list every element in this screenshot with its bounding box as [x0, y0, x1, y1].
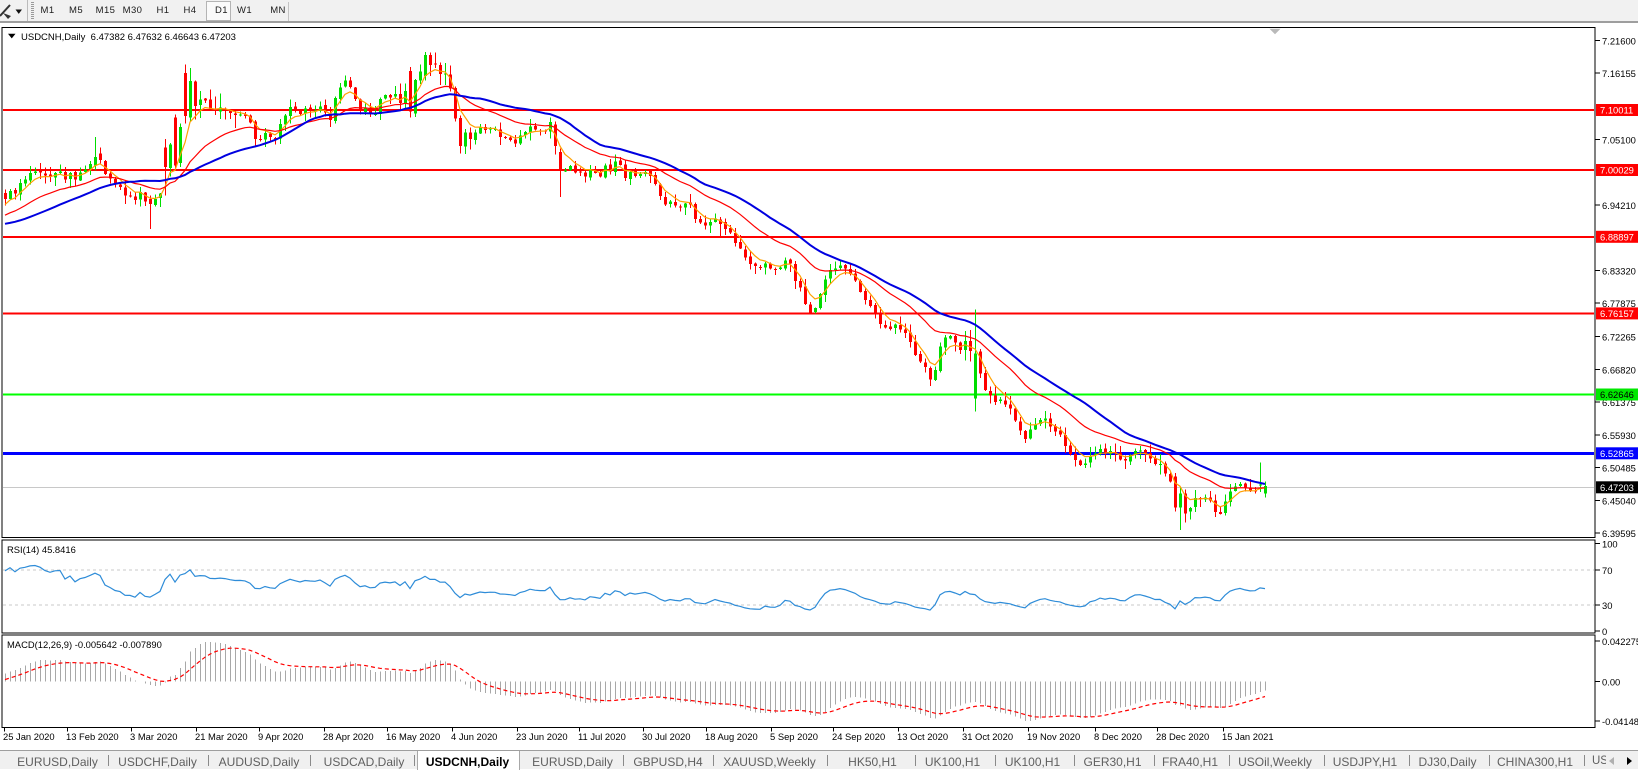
svg-text:6.55930: 6.55930 — [1602, 430, 1636, 441]
svg-text:0: 0 — [1602, 626, 1607, 637]
svg-text:30 Jul 2020: 30 Jul 2020 — [642, 731, 690, 742]
svg-text:7.21600: 7.21600 — [1602, 35, 1636, 46]
svg-text:24 Sep 2020: 24 Sep 2020 — [832, 731, 885, 742]
svg-text:6.61375: 6.61375 — [1602, 397, 1636, 408]
svg-text:6.47203: 6.47203 — [1600, 482, 1634, 493]
svg-text:9 Apr 2020: 9 Apr 2020 — [258, 731, 303, 742]
svg-text:18 Aug 2020: 18 Aug 2020 — [705, 731, 758, 742]
svg-text:6.72265: 6.72265 — [1602, 332, 1636, 343]
svg-text:6.76157: 6.76157 — [1600, 308, 1634, 319]
svg-text:6.88897: 6.88897 — [1600, 231, 1634, 242]
svg-text:28 Dec 2020: 28 Dec 2020 — [1156, 731, 1209, 742]
svg-text:6.50485: 6.50485 — [1602, 463, 1636, 474]
svg-text:21 Mar 2020: 21 Mar 2020 — [195, 731, 248, 742]
svg-text:16 May 2020: 16 May 2020 — [386, 731, 440, 742]
svg-text:30: 30 — [1602, 600, 1612, 611]
svg-text:6.45040: 6.45040 — [1602, 495, 1636, 506]
svg-text:31 Oct 2020: 31 Oct 2020 — [962, 731, 1013, 742]
svg-text:19 Nov 2020: 19 Nov 2020 — [1027, 731, 1080, 742]
svg-text:23 Jun 2020: 23 Jun 2020 — [516, 731, 568, 742]
svg-text:7.00029: 7.00029 — [1600, 165, 1634, 176]
svg-text:13 Oct 2020: 13 Oct 2020 — [897, 731, 948, 742]
svg-text:100: 100 — [1602, 539, 1618, 550]
svg-text:8 Dec 2020: 8 Dec 2020 — [1094, 731, 1142, 742]
svg-text:11 Jul 2020: 11 Jul 2020 — [578, 731, 626, 742]
svg-text:6.83320: 6.83320 — [1602, 265, 1636, 276]
svg-text:6.52865: 6.52865 — [1600, 448, 1634, 459]
svg-text:6.77875: 6.77875 — [1602, 298, 1636, 309]
svg-text:25 Jan 2020: 25 Jan 2020 — [3, 731, 55, 742]
svg-text:4 Jun 2020: 4 Jun 2020 — [451, 731, 497, 742]
svg-text:6.66820: 6.66820 — [1602, 364, 1636, 375]
svg-text:5 Sep 2020: 5 Sep 2020 — [770, 731, 818, 742]
svg-text:70: 70 — [1602, 565, 1612, 576]
svg-text:7.10011: 7.10011 — [1600, 105, 1633, 116]
svg-text:13 Feb 2020: 13 Feb 2020 — [66, 731, 119, 742]
svg-text:7.16155: 7.16155 — [1602, 68, 1636, 79]
svg-text:15 Jan 2021: 15 Jan 2021 — [1222, 731, 1274, 742]
svg-text:MACD(12,26,9) -0.005642 -0.007: MACD(12,26,9) -0.005642 -0.007890 — [7, 639, 162, 650]
svg-text:6.94210: 6.94210 — [1602, 200, 1636, 211]
svg-text:0.042275: 0.042275 — [1602, 636, 1638, 647]
svg-text:-0.04148: -0.04148 — [1602, 716, 1638, 727]
svg-text:USDCNH,Daily 6.47382 6.47632: USDCNH,Daily 6.47382 6.47632 6.46643 6.4… — [21, 32, 236, 43]
svg-text:0.00: 0.00 — [1602, 677, 1620, 688]
svg-text:28 Apr 2020: 28 Apr 2020 — [323, 731, 374, 742]
svg-text:6.62646: 6.62646 — [1600, 389, 1634, 400]
svg-text:RSI(14) 45.8416: RSI(14) 45.8416 — [7, 544, 76, 555]
svg-text:6.39595: 6.39595 — [1602, 528, 1636, 539]
svg-text:3 Mar 2020: 3 Mar 2020 — [130, 731, 177, 742]
svg-text:7.05100: 7.05100 — [1602, 135, 1636, 146]
